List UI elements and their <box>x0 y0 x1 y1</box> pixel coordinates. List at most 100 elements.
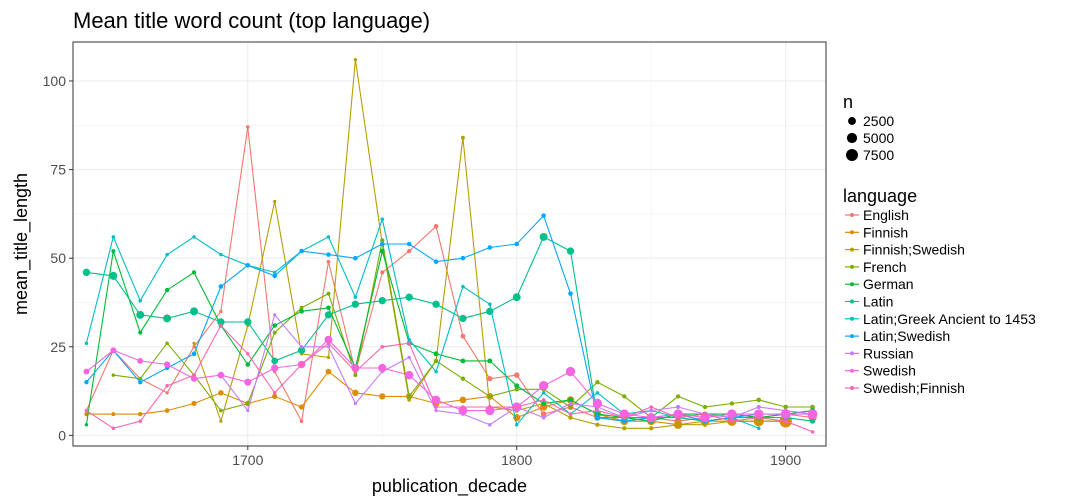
data-point <box>244 318 252 326</box>
plot-background <box>73 42 826 446</box>
data-point <box>326 291 331 296</box>
data-point <box>646 412 656 423</box>
data-point <box>218 284 224 289</box>
data-point <box>568 291 573 296</box>
data-point <box>84 341 89 345</box>
data-point <box>326 235 331 239</box>
data-point <box>514 405 519 409</box>
y-axis: 0 25 50 75 100 <box>43 73 73 443</box>
data-point <box>567 397 574 403</box>
data-point <box>754 409 764 419</box>
data-point <box>190 375 198 382</box>
data-point <box>138 419 142 423</box>
data-point <box>165 384 169 388</box>
data-point <box>434 369 438 374</box>
data-point <box>757 415 761 420</box>
data-point <box>192 373 196 377</box>
data-point <box>380 270 385 275</box>
data-point <box>487 394 492 399</box>
series-swedish-finnish <box>84 323 815 434</box>
data-point <box>595 408 600 413</box>
data-point <box>138 376 142 381</box>
color-legend-label: Finnish <box>863 224 908 240</box>
data-point <box>245 401 250 406</box>
data-point <box>326 341 331 345</box>
color-legend-label: Finnish;Swedish <box>863 242 965 258</box>
data-point <box>379 241 385 247</box>
data-point <box>111 373 116 377</box>
data-point <box>353 369 358 374</box>
data-point <box>568 415 573 420</box>
data-point <box>111 249 116 254</box>
data-point <box>621 418 627 424</box>
data-point <box>407 398 412 402</box>
data-point <box>514 241 520 247</box>
data-point <box>568 404 573 410</box>
data-point <box>273 199 277 204</box>
color-legend-key-point <box>850 247 854 252</box>
data-point <box>568 412 573 416</box>
size-legend-title: n <box>843 92 853 112</box>
data-point <box>83 368 90 375</box>
data-point <box>353 373 358 378</box>
data-point <box>622 415 627 420</box>
series-line <box>86 236 813 422</box>
data-point <box>219 252 223 257</box>
color-legend-key-point <box>850 351 854 356</box>
data-point <box>514 383 520 389</box>
size-legend-key <box>846 132 858 144</box>
data-point <box>460 255 466 261</box>
data-point <box>676 415 680 420</box>
data-point <box>458 406 468 416</box>
data-point <box>109 271 118 280</box>
color-legend-key-point <box>850 386 854 390</box>
color-legend-label: Latin <box>863 294 893 310</box>
data-point <box>780 409 791 420</box>
data-point <box>514 387 519 392</box>
data-point <box>324 335 333 344</box>
data-point <box>84 408 89 413</box>
data-point <box>460 333 466 339</box>
color-legend-label: German <box>863 276 914 292</box>
data-point <box>244 378 252 386</box>
data-point <box>219 323 223 328</box>
data-point <box>407 337 411 342</box>
data-point <box>540 403 548 411</box>
data-point <box>488 422 492 427</box>
data-point <box>649 405 653 409</box>
data-point <box>514 422 519 427</box>
data-point <box>352 389 359 397</box>
data-point <box>595 415 600 420</box>
data-point <box>407 394 412 399</box>
data-point <box>299 305 304 310</box>
data-point <box>566 247 575 255</box>
data-point <box>433 351 439 357</box>
data-point <box>459 314 467 323</box>
color-legend-label: Latin;Swedish <box>863 328 950 344</box>
x-tick-label: 1700 <box>232 452 263 468</box>
data-point <box>164 287 170 293</box>
data-point <box>756 419 761 424</box>
data-point <box>219 309 223 314</box>
data-point <box>487 245 493 250</box>
data-point <box>164 408 170 413</box>
data-point <box>783 404 788 410</box>
data-point <box>191 351 197 357</box>
data-point <box>461 405 465 409</box>
data-point <box>110 347 117 354</box>
data-point <box>299 362 304 367</box>
data-point <box>539 232 548 241</box>
data-point <box>541 398 546 402</box>
data-point <box>219 419 223 423</box>
data-point <box>460 358 466 364</box>
data-point <box>433 223 439 229</box>
y-tick-label: 0 <box>58 427 66 443</box>
data-point <box>245 362 251 367</box>
data-point <box>512 293 521 302</box>
data-point <box>675 404 681 410</box>
data-point <box>538 381 549 391</box>
data-point <box>138 411 143 417</box>
data-point <box>675 394 681 399</box>
